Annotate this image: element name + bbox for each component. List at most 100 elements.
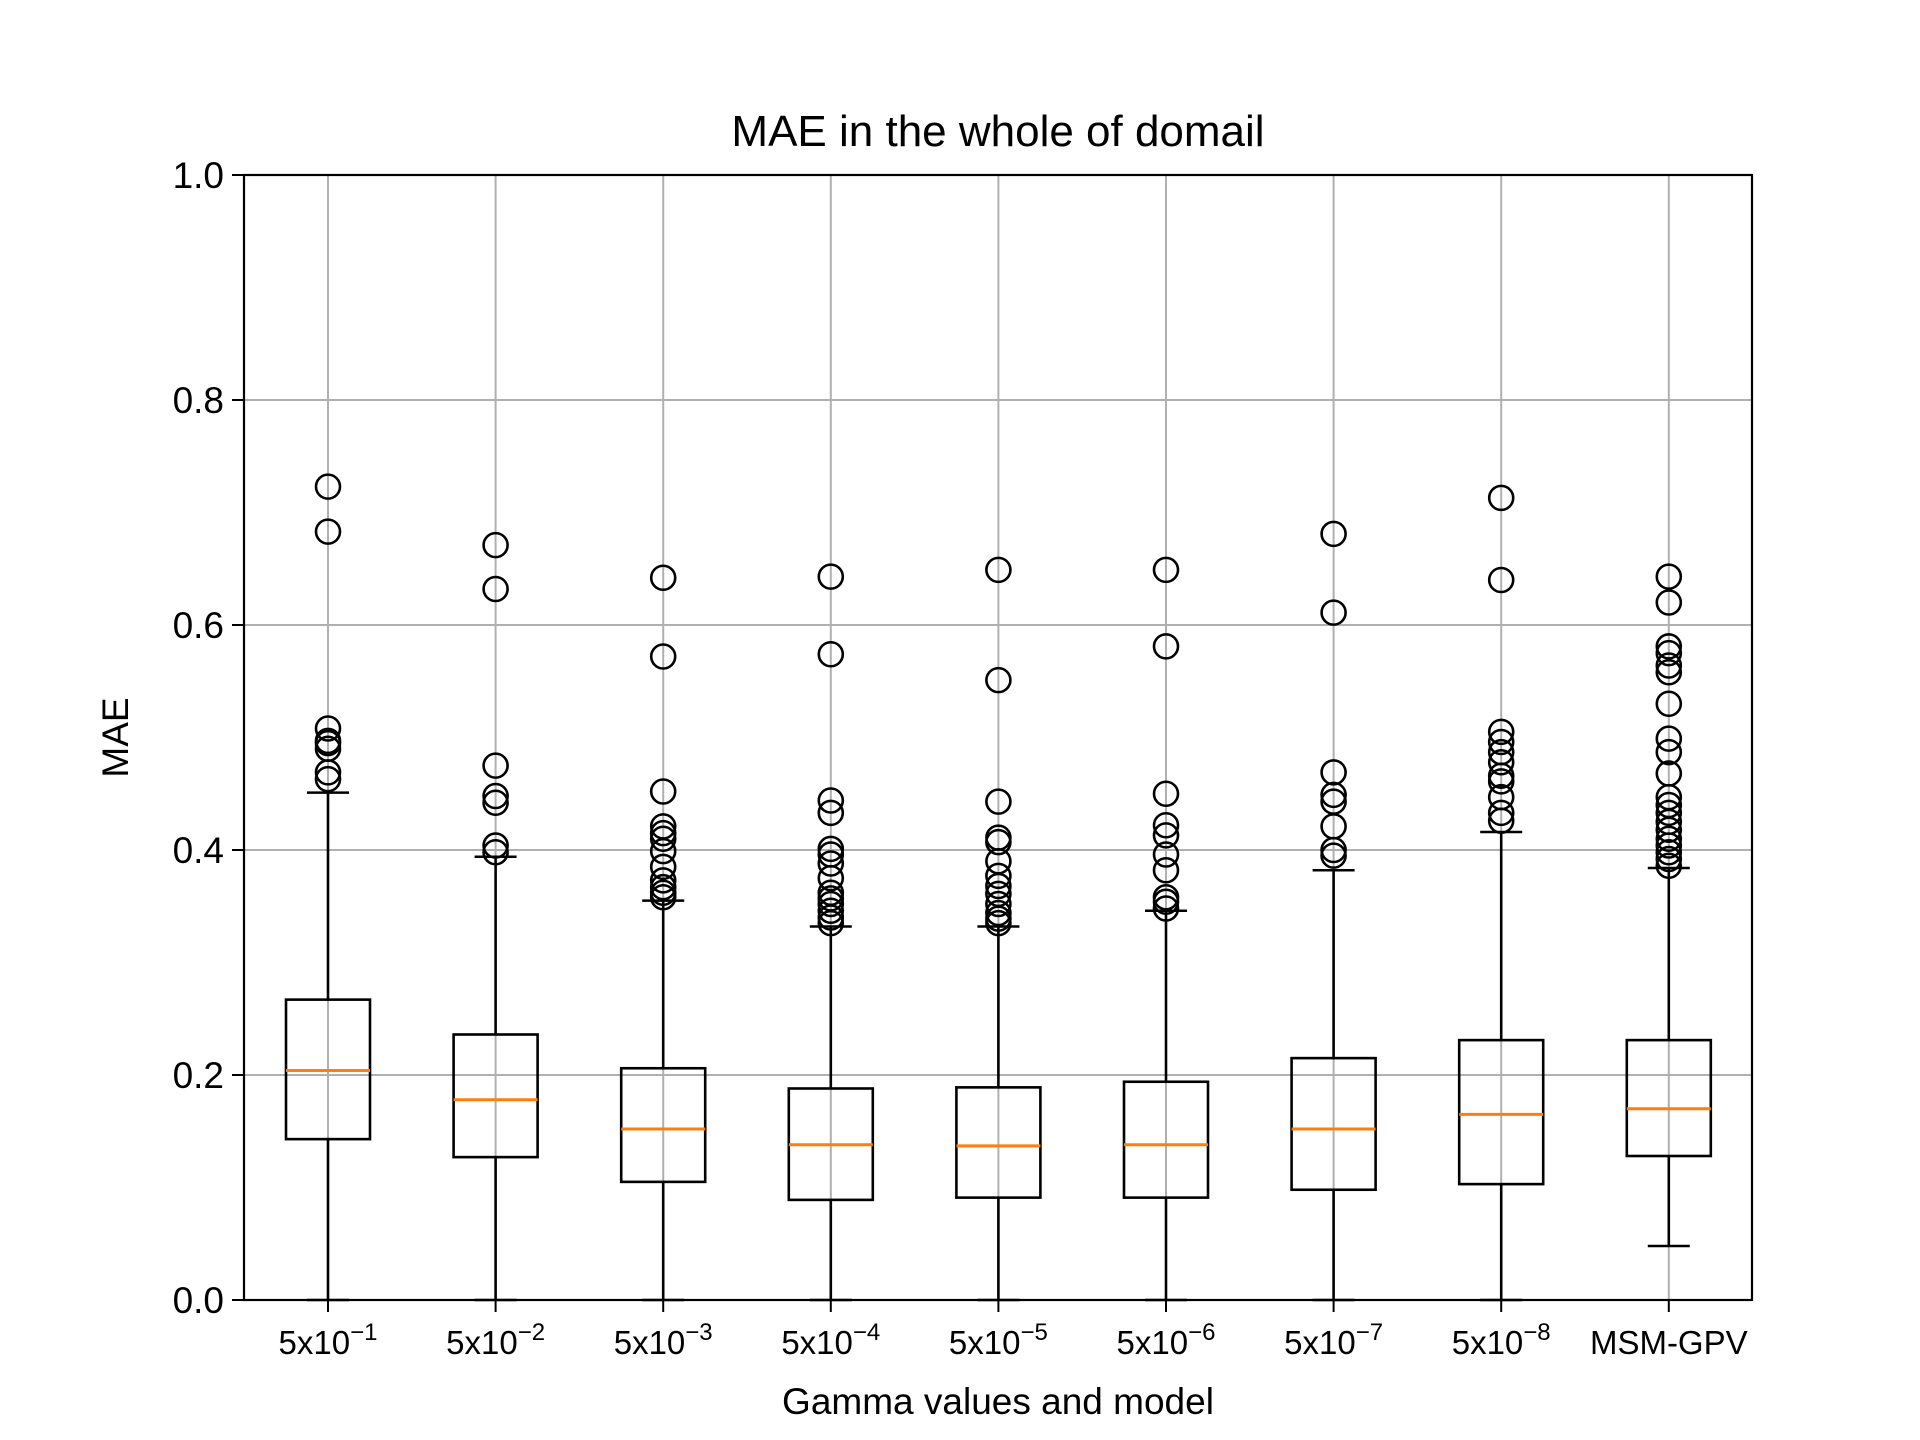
x-tick-label: 5x10−7 <box>1284 1319 1383 1361</box>
box-iqr <box>955 1086 1042 1199</box>
outlier-point <box>1655 589 1683 616</box>
outlier-point <box>482 782 509 810</box>
outlier-point <box>985 899 1012 927</box>
y-tick-label: 0.2 <box>173 1055 224 1096</box>
x-tick-label: 5x10−5 <box>949 1319 1048 1361</box>
x-tick-label-exponent: −5 <box>1020 1319 1047 1346</box>
x-tick-label-exponent: −7 <box>1356 1319 1383 1346</box>
outlier-point <box>1152 811 1180 839</box>
outlier-point <box>817 879 845 907</box>
x-tick-label-exponent: −8 <box>1523 1319 1550 1346</box>
outlier-point <box>1152 633 1180 660</box>
outlier-point <box>649 853 677 881</box>
outlier-point <box>649 873 677 901</box>
chart-title: MAE in the whole of domail <box>731 107 1264 156</box>
outlier-point <box>817 799 845 827</box>
y-tick-label: 0.6 <box>173 605 224 646</box>
outlier-point <box>1655 825 1683 853</box>
y-tick-label: 0.4 <box>173 830 224 871</box>
outlier-point <box>1655 652 1683 679</box>
box-layer <box>284 473 1713 1302</box>
outlier-point <box>314 727 342 755</box>
box-group <box>1457 484 1545 1302</box>
outlier-point <box>817 787 845 814</box>
outlier-point <box>1655 799 1683 827</box>
outlier-point <box>1487 566 1515 594</box>
x-tick-label-base: 5x10 <box>1117 1324 1189 1361</box>
x-tick-label: 5x10−6 <box>1117 1319 1216 1361</box>
outlier-point <box>482 575 509 603</box>
box-iqr <box>619 1066 707 1184</box>
outlier-point <box>482 531 509 559</box>
outlier-point <box>1487 748 1515 776</box>
box-group <box>619 564 707 1302</box>
box-group <box>452 531 539 1302</box>
outlier-point <box>649 819 677 847</box>
outlier-point <box>1655 852 1683 880</box>
outlier-point <box>1152 780 1180 808</box>
outlier-point <box>649 643 677 670</box>
box-iqr <box>452 1033 539 1159</box>
outlier-point <box>817 850 845 877</box>
outlier-point <box>1487 783 1515 811</box>
outlier-point <box>1152 841 1180 868</box>
outlier-point <box>1152 556 1180 584</box>
box-iqr <box>1457 1038 1545 1186</box>
x-tick-label: 5x10−3 <box>614 1319 713 1361</box>
x-axis-label: Gamma values and model <box>782 1381 1214 1422</box>
outlier-point <box>1655 760 1683 787</box>
box-group <box>1122 556 1210 1302</box>
outlier-point <box>1152 822 1180 849</box>
outlier-point <box>482 789 509 817</box>
x-tick-label-base: 5x10 <box>1284 1324 1356 1361</box>
outlier-point <box>817 640 845 668</box>
outlier-point <box>649 564 677 592</box>
outlier-point <box>1152 883 1180 911</box>
outlier-point <box>817 835 845 863</box>
outlier-point <box>817 563 845 590</box>
y-axis-label: MAE <box>95 697 136 777</box>
outlier-point <box>649 778 677 805</box>
outlier-point <box>1655 690 1683 718</box>
x-tick-label: MSM-GPV <box>1590 1324 1748 1361</box>
outlier-point <box>1320 759 1347 786</box>
outlier-point <box>314 518 342 545</box>
outlier-point <box>314 473 342 500</box>
outlier-point <box>482 752 509 779</box>
outlier-point <box>1320 599 1347 626</box>
outlier-point <box>1320 788 1347 815</box>
outlier-point <box>482 832 509 859</box>
outlier-point <box>1655 639 1683 667</box>
outlier-point <box>985 788 1012 815</box>
x-tick-label: 5x10−8 <box>1452 1319 1551 1361</box>
outlier-point <box>1655 633 1683 660</box>
x-tick-label-base: 5x10 <box>614 1324 686 1361</box>
x-tick-label-exponent: −4 <box>853 1319 880 1346</box>
box-group <box>1625 563 1713 1248</box>
x-tick-label-exponent: −3 <box>685 1319 712 1346</box>
outlier-point <box>985 862 1012 890</box>
outlier-point <box>817 897 845 925</box>
y-tick-label: 1.0 <box>173 155 224 196</box>
box-group <box>787 563 875 1302</box>
x-tick-label-base: 5x10 <box>446 1324 518 1361</box>
outlier-point <box>649 813 677 840</box>
outlier-point <box>985 556 1012 584</box>
outlier-point <box>1320 781 1347 809</box>
y-tick-label: 0.0 <box>173 1280 224 1321</box>
x-tick-label-base: 5x10 <box>1452 1324 1524 1361</box>
box-iqr <box>1625 1038 1713 1158</box>
x-tick-label-base: 5x10 <box>279 1324 351 1361</box>
box-iqr <box>1290 1056 1377 1192</box>
x-tick-label-exponent: −6 <box>1188 1319 1215 1346</box>
x-tick-label: 5x10−1 <box>279 1319 378 1361</box>
outlier-point <box>314 765 342 793</box>
outlier-point <box>1152 895 1180 922</box>
outlier-point <box>1655 738 1683 766</box>
y-tick-label: 0.8 <box>173 380 224 421</box>
outlier-point <box>1320 520 1347 548</box>
outlier-point <box>482 838 509 866</box>
